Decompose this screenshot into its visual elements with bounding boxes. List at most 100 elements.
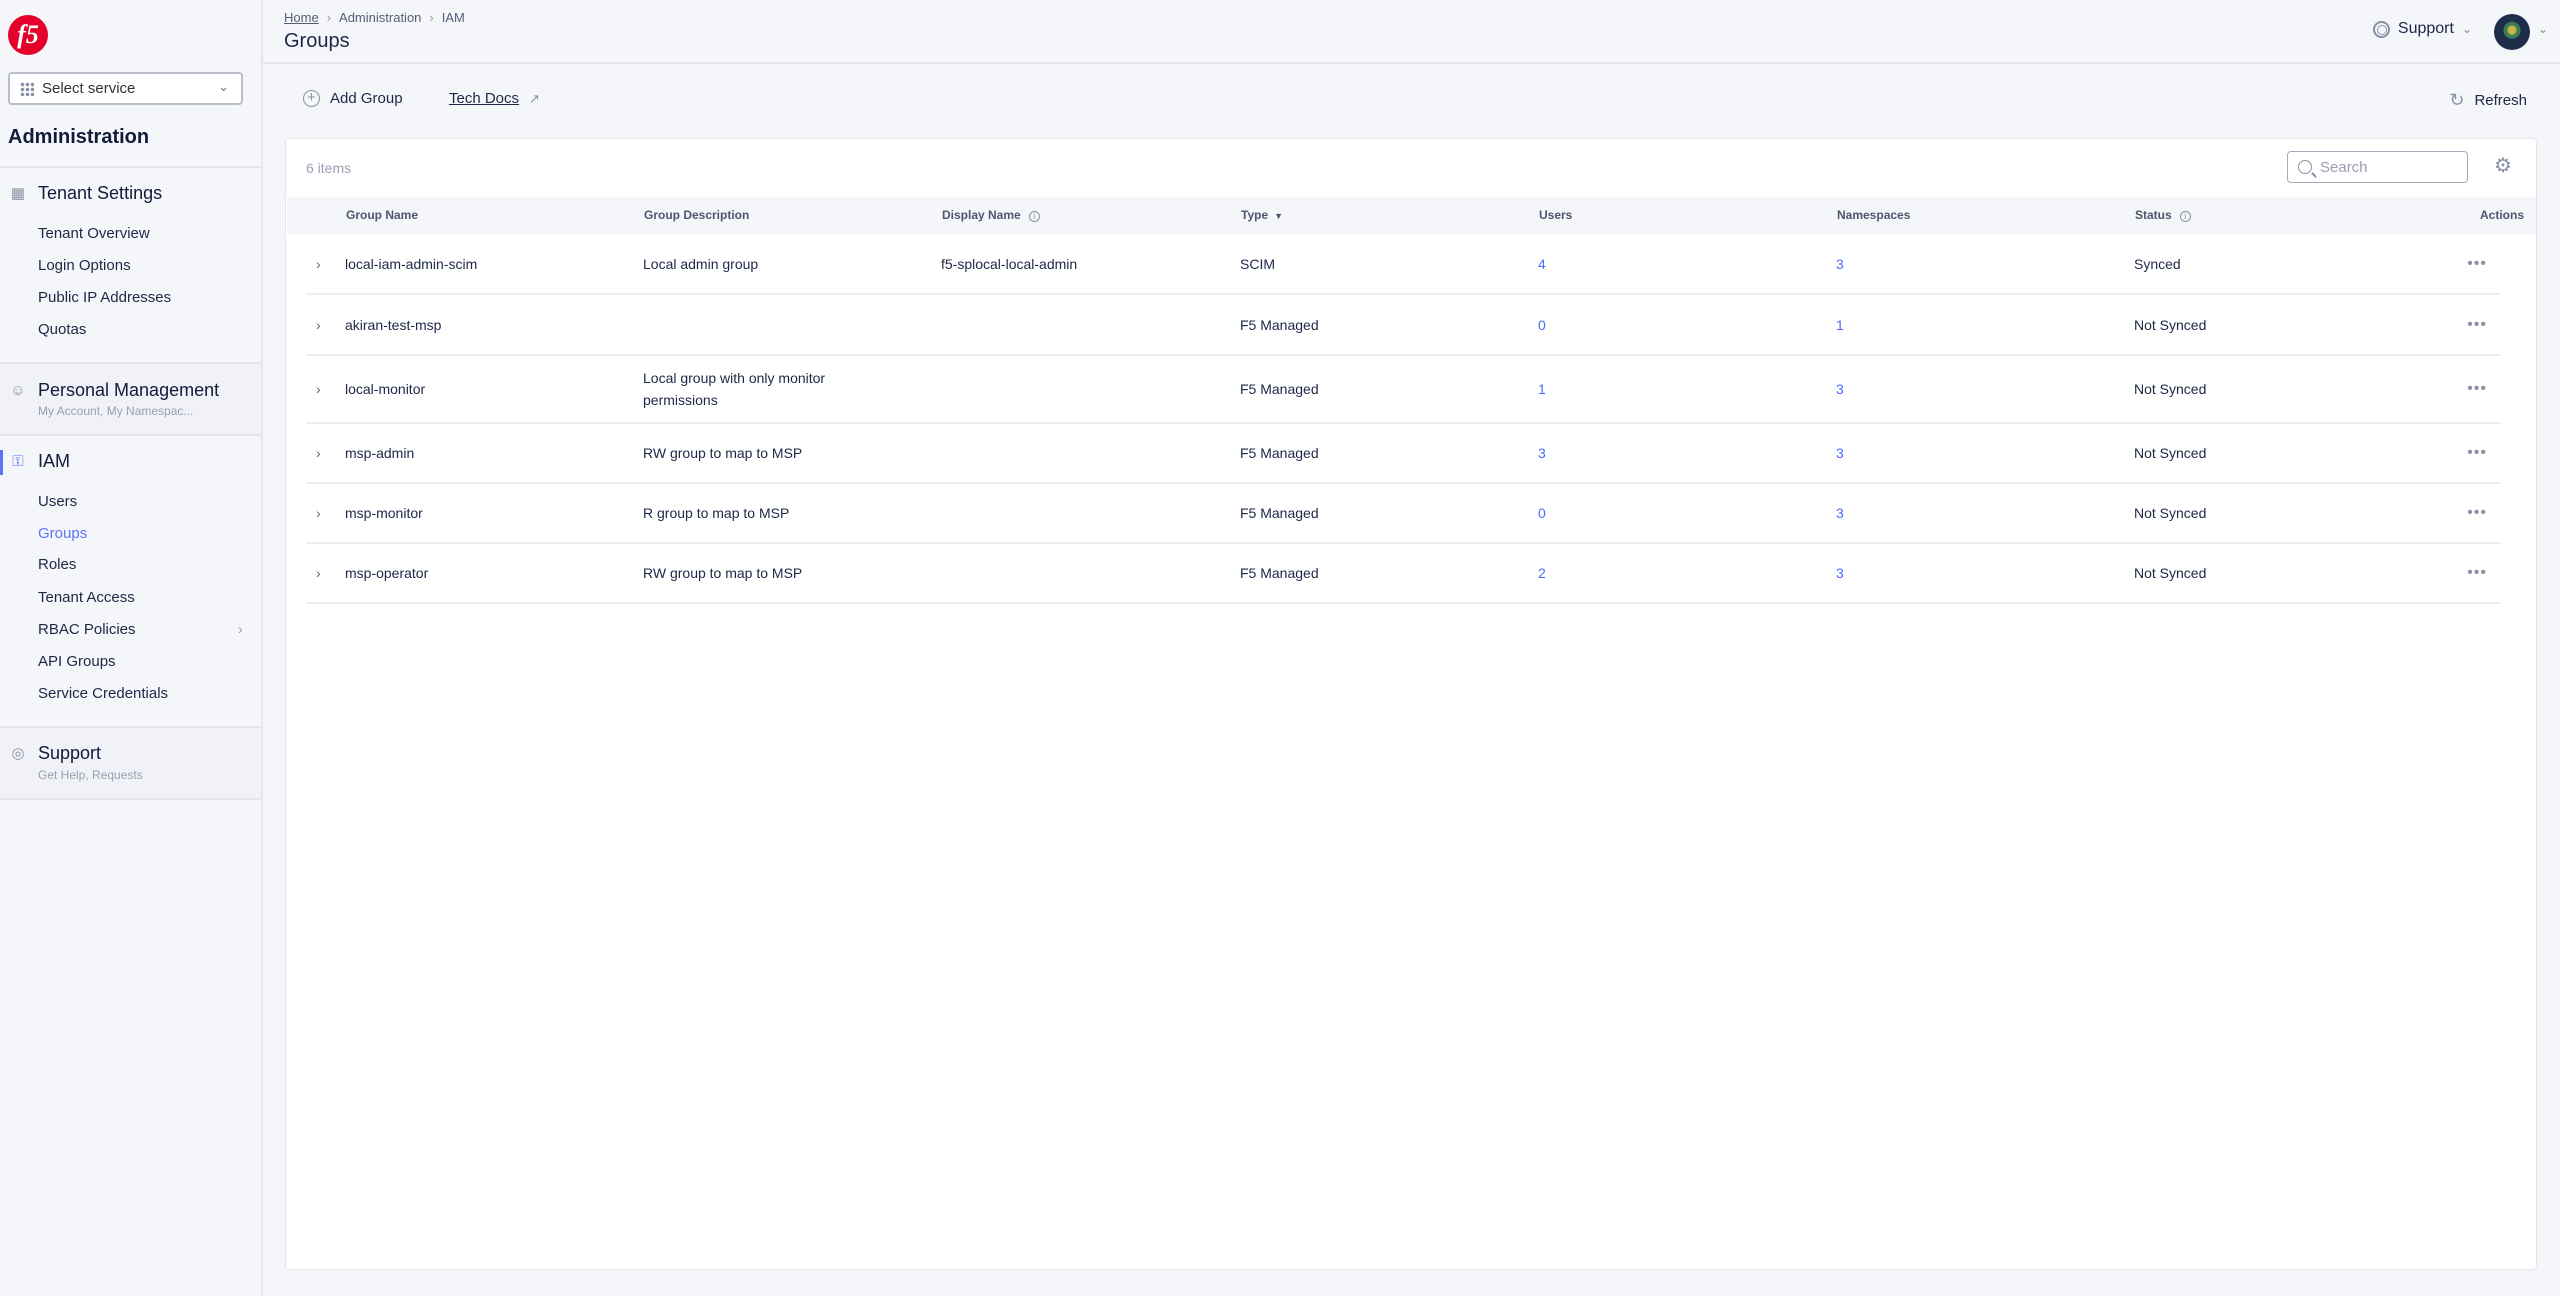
breadcrumb: Home › Administration › IAM [284, 10, 465, 25]
column-display-name: Display Name i [942, 208, 1040, 222]
sidebar-item-roles[interactable]: Roles [38, 556, 77, 573]
sidebar-item-public-ip-addresses[interactable]: Public IP Addresses [38, 289, 172, 306]
sidebar-section-iam[interactable]: IAM [38, 451, 71, 471]
cell-namespaces[interactable]: 3 [1836, 505, 1844, 521]
chevron-down-icon[interactable]: ⌄ [2537, 22, 2548, 36]
table-row[interactable]: › msp-admin RW group to map to MSP F5 Manag… [306, 424, 2501, 484]
lifebuoy-icon: ◎ [11, 745, 25, 762]
expand-row-chevron-icon[interactable]: › [316, 445, 321, 461]
groups-table-card: 6 items ⚙ Group Name Group Description D… [285, 138, 2537, 1270]
select-service-dropdown[interactable]: Select service ⌄ [8, 72, 243, 105]
tech-docs-link[interactable]: Tech Docs ↗ [449, 90, 540, 107]
sidebar-item-login-options[interactable]: Login Options [38, 257, 131, 274]
table-row[interactable]: › local-iam-admin-scim Local admin group f5… [306, 234, 2501, 295]
more-actions-icon[interactable]: ••• [2467, 380, 2487, 397]
refresh-button[interactable]: ↻ Refresh [2449, 90, 2527, 111]
sidebar-item-api-groups[interactable]: API Groups [38, 653, 116, 670]
cell-users[interactable]: 1 [1538, 381, 1546, 397]
cell-users[interactable]: 2 [1538, 565, 1546, 581]
cell-group-name: msp-operator [345, 565, 429, 581]
sidebar-item-service-credentials[interactable]: Service Credentials [38, 685, 169, 702]
more-actions-icon[interactable]: ••• [2467, 444, 2487, 461]
cell-group-description: R group to map to MSP [643, 505, 790, 521]
cell-type: F5 Managed [1240, 381, 1319, 397]
expand-row-chevron-icon[interactable]: › [316, 316, 321, 333]
cell-type: F5 Managed [1240, 445, 1319, 461]
add-group-label: Add Group [330, 90, 403, 107]
table-row[interactable]: › akiran-test-msp F5 Managed 0 1 Not Synced ••… [306, 295, 2501, 356]
expand-row-chevron-icon[interactable]: › [316, 505, 321, 521]
cell-group-name: msp-monitor [345, 505, 423, 521]
cell-namespaces[interactable]: 1 [1836, 316, 1844, 333]
cell-type: F5 Managed [1240, 505, 1319, 521]
sidebar-title: Administration [8, 126, 150, 148]
item-count: 6 items [306, 160, 352, 176]
info-icon[interactable]: i [1028, 211, 1040, 222]
breadcrumb-iam: IAM [441, 10, 465, 25]
column-namespaces: Namespaces [1837, 208, 1911, 222]
cell-users[interactable]: 0 [1538, 505, 1546, 521]
tech-docs-label: Tech Docs [449, 90, 520, 107]
cell-namespaces[interactable]: 3 [1836, 255, 1844, 272]
chevron-down-icon: ⌄ [2461, 22, 2472, 36]
avatar[interactable] [2494, 14, 2530, 50]
column-status-label: Status [2135, 208, 2172, 222]
select-service-label: Select service [42, 80, 136, 97]
cell-users[interactable]: 4 [1538, 255, 1546, 272]
lifebuoy-icon [2372, 20, 2390, 38]
cell-group-description: RW group to map to MSP [643, 445, 803, 461]
table-row[interactable]: › msp-operator RW group to map to MSP F5 Ma… [306, 544, 2501, 604]
column-group-name: Group Name [346, 208, 419, 222]
sidebar-section-personal-management[interactable]: ☺ Personal Management My Account, My Nam… [0, 362, 261, 436]
chevron-down-icon: ⌄ [218, 79, 229, 94]
info-icon[interactable]: i [2179, 211, 2191, 222]
key-icon: ⚿ [12, 453, 24, 470]
chevron-right-icon: › [326, 10, 332, 25]
cell-namespaces[interactable]: 3 [1836, 445, 1844, 461]
sidebar-item-rbac-policies[interactable]: RBAC Policies [38, 621, 136, 638]
column-type[interactable]: Type ▼ [1241, 208, 1283, 222]
building-icon: ▦ [10, 185, 26, 202]
support-menu-button[interactable]: Support ⌄ [2372, 20, 2472, 38]
expand-row-chevron-icon[interactable]: › [316, 255, 321, 272]
column-users: Users [1539, 208, 1573, 222]
expand-row-chevron-icon[interactable]: › [316, 381, 321, 397]
sidebar-item-users[interactable]: Users [38, 493, 78, 510]
more-actions-icon[interactable]: ••• [2467, 254, 2487, 272]
cell-namespaces[interactable]: 3 [1836, 565, 1844, 581]
cell-status: Not Synced [2134, 565, 2207, 581]
sidebar-section-support[interactable]: ◎ Support Get Help, Requests [0, 726, 261, 800]
sidebar-section-tenant-settings[interactable]: Tenant Settings [38, 183, 163, 203]
cell-status: Not Synced [2134, 445, 2207, 461]
breadcrumb-administration[interactable]: Administration [339, 10, 422, 25]
sidebar-item-tenant-overview[interactable]: Tenant Overview [38, 225, 150, 242]
sidebar-item-quotas[interactable]: Quotas [38, 321, 87, 338]
table-row[interactable]: › local-monitor Local group with only moni… [306, 356, 2501, 424]
cell-type: F5 Managed [1240, 565, 1319, 581]
sidebar-item-tenant-access[interactable]: Tenant Access [38, 589, 135, 606]
header: Home › Administration › IAM Groups Support ⌄… [263, 0, 2560, 64]
more-actions-icon[interactable]: ••• [2467, 504, 2487, 521]
add-group-button[interactable]: + Add Group [303, 90, 403, 107]
search-box[interactable] [2287, 151, 2468, 183]
external-link-icon: ↗ [529, 90, 540, 106]
breadcrumb-home[interactable]: Home [284, 10, 319, 25]
more-actions-icon[interactable]: ••• [2467, 564, 2487, 581]
page-title: Groups [284, 30, 350, 52]
f5-logo[interactable]: f5 [8, 15, 48, 55]
chevron-right-icon: › [238, 621, 243, 637]
expand-row-chevron-icon[interactable]: › [316, 565, 321, 581]
cell-users[interactable]: 3 [1538, 445, 1546, 461]
refresh-label: Refresh [2474, 92, 2527, 109]
table-header: Group Name Group Description Display Nam… [287, 197, 2536, 234]
sidebar-item-groups[interactable]: Groups [38, 525, 88, 542]
column-type-label: Type [1241, 208, 1269, 222]
table-row[interactable]: › msp-monitor R group to map to MSP F5 Mana… [306, 484, 2501, 544]
cell-namespaces[interactable]: 3 [1836, 381, 1844, 397]
cell-users[interactable]: 0 [1538, 316, 1546, 333]
more-actions-icon[interactable]: ••• [2467, 315, 2487, 333]
search-icon [2298, 160, 2312, 174]
gear-icon[interactable]: ⚙ [2494, 155, 2512, 177]
column-status: Status i [2135, 208, 2191, 222]
search-input[interactable] [2320, 158, 2450, 176]
